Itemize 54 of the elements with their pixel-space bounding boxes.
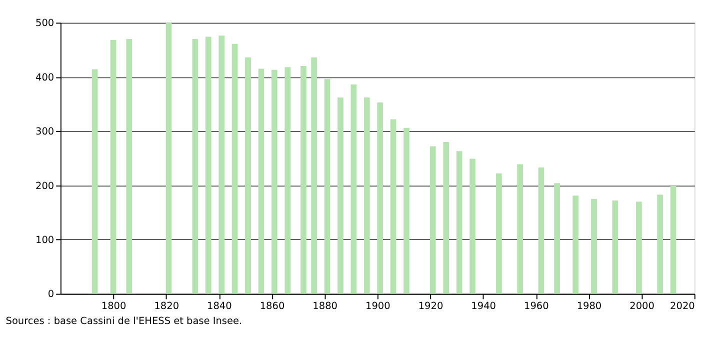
bar xyxy=(404,128,410,294)
bar xyxy=(192,38,198,294)
y-tick-label: 100 xyxy=(36,234,54,246)
bar xyxy=(232,44,238,294)
bar xyxy=(377,102,383,294)
bar xyxy=(430,146,436,294)
bar xyxy=(166,22,172,294)
y-tick-label: 400 xyxy=(36,72,54,84)
bar xyxy=(218,36,225,294)
x-tick-label: 1840 xyxy=(207,300,232,312)
bar xyxy=(390,119,396,294)
x-tick-label: 1880 xyxy=(312,300,338,312)
x-tick-label: 1800 xyxy=(101,300,126,312)
bar xyxy=(300,66,306,294)
bar xyxy=(258,68,264,294)
bar xyxy=(311,57,317,294)
bar xyxy=(657,194,663,294)
bar xyxy=(245,57,251,294)
bar xyxy=(443,142,450,294)
x-tick-label: 1920 xyxy=(418,300,444,312)
bar xyxy=(126,38,132,294)
x-tick-label: 1860 xyxy=(260,300,285,312)
bar xyxy=(338,98,344,294)
bar xyxy=(456,151,462,294)
bar xyxy=(271,70,278,294)
bar xyxy=(591,198,597,294)
bar xyxy=(205,36,212,294)
x-tick-label: 1900 xyxy=(366,300,390,312)
bar xyxy=(92,69,98,294)
bar xyxy=(324,79,330,294)
x-tick-label: 2000 xyxy=(630,300,654,312)
y-tick-label: 200 xyxy=(36,180,54,192)
x-tick-label: 1940 xyxy=(471,300,496,312)
bar xyxy=(670,186,676,294)
bar xyxy=(612,200,618,294)
bar xyxy=(554,183,560,294)
y-tick-label: 500 xyxy=(36,18,54,30)
bar xyxy=(110,40,116,294)
bar xyxy=(517,164,523,294)
bar xyxy=(636,202,642,294)
bar xyxy=(350,84,357,294)
y-tick-label: 0 xyxy=(48,289,54,300)
x-tick-label: 2020 xyxy=(670,300,695,312)
bar xyxy=(538,167,544,294)
x-tick-label: 1960 xyxy=(524,300,549,312)
bar xyxy=(284,67,291,294)
source-note: Sources : base Cassini de l'EHESS et base Insee. xyxy=(6,316,242,328)
bar xyxy=(496,173,502,294)
x-tick-label: 1820 xyxy=(154,300,180,312)
y-tick-label: 300 xyxy=(36,126,54,138)
bar xyxy=(572,196,578,294)
bar xyxy=(364,98,370,294)
bar xyxy=(470,158,476,294)
x-tick-label: 1980 xyxy=(576,300,602,312)
